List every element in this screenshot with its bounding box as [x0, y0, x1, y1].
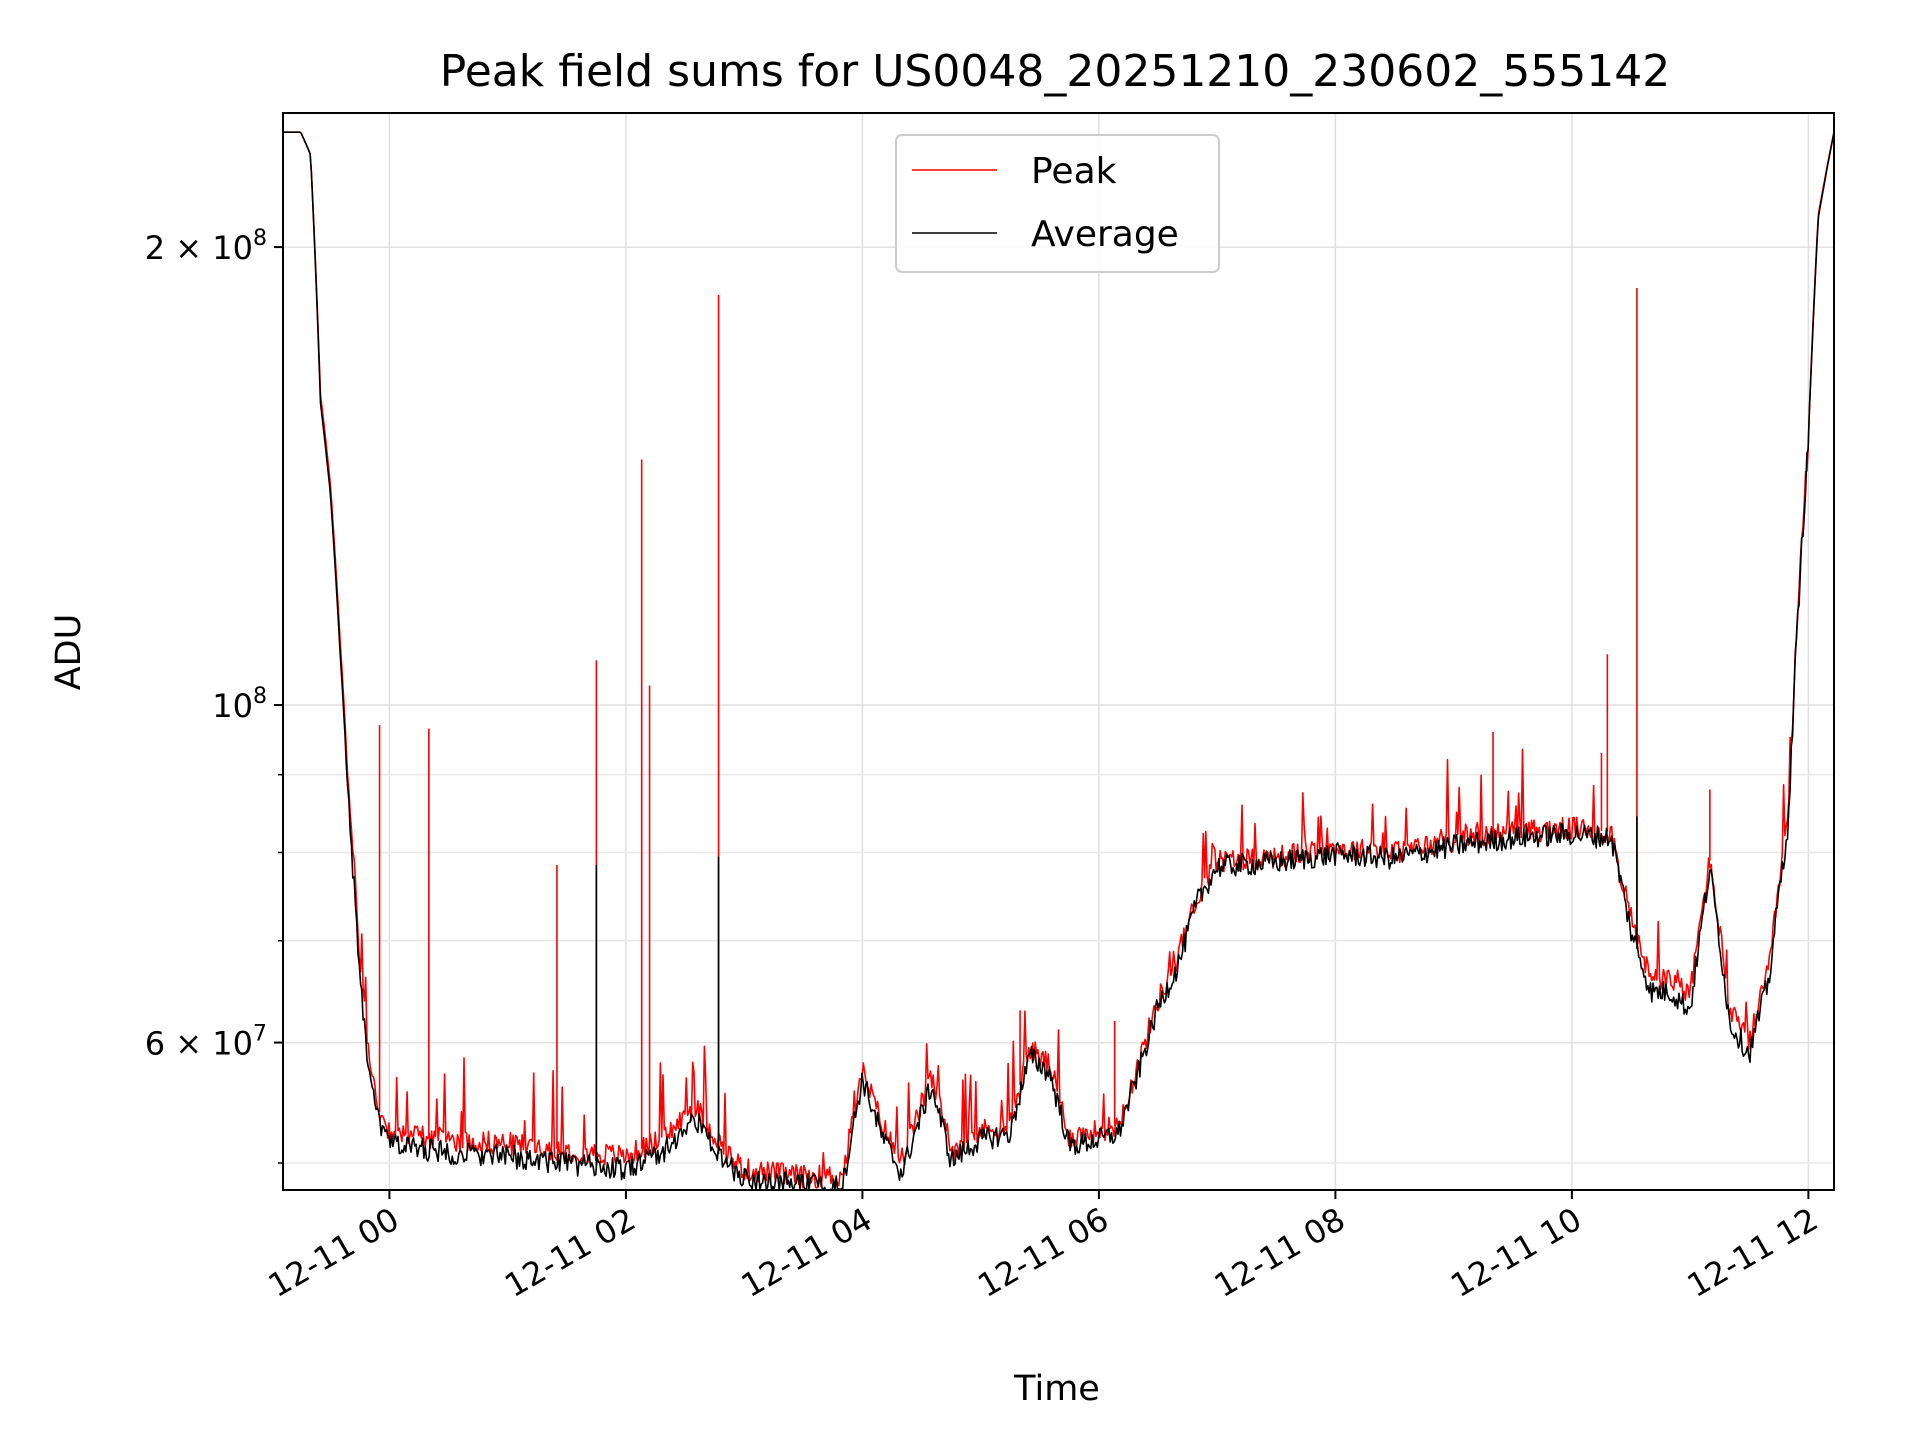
series-line-average — [283, 131, 1835, 1191]
y-axis-label: ADU — [49, 614, 89, 691]
legend: Peak Average — [895, 134, 1220, 273]
y-tick-label: 6 × 107 — [145, 1022, 267, 1063]
y-tick-label: 2 × 108 — [145, 226, 267, 267]
plot-area — [283, 131, 1835, 1191]
legend-average-label: Average — [1031, 214, 1179, 255]
chart-title: Peak field sums for US0048_20251210_2306… — [440, 46, 1670, 97]
plot-frame — [282, 112, 1835, 1191]
x-axis-label: Time — [1013, 1369, 1100, 1409]
legend-peak-label: Peak — [1031, 151, 1117, 192]
